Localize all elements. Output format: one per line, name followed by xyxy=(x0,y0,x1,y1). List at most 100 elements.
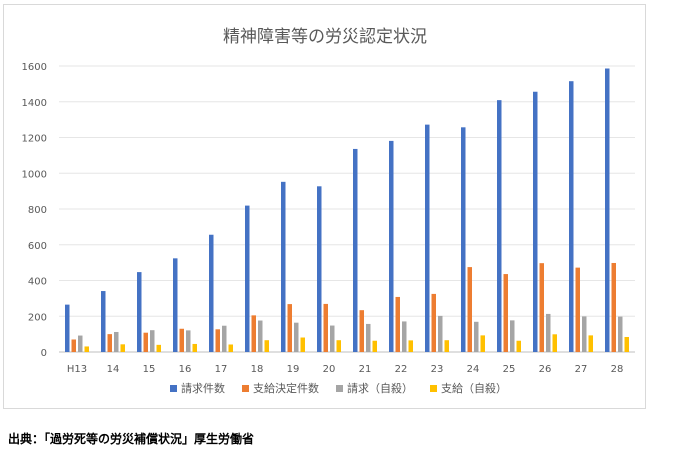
x-tick-label: 22 xyxy=(395,364,408,375)
bar-4 xyxy=(624,336,629,352)
bar-4 xyxy=(552,334,557,352)
bar-3 xyxy=(510,320,515,352)
bar-2 xyxy=(503,274,508,352)
bar-2 xyxy=(143,332,148,352)
bar-4 xyxy=(156,344,161,352)
legend-swatch xyxy=(336,385,343,392)
bar-4 xyxy=(192,343,197,352)
bar-4 xyxy=(372,340,377,352)
legend-swatch xyxy=(430,385,437,392)
bar-4 xyxy=(516,340,521,352)
y-tick-label: 800 xyxy=(28,205,47,216)
x-tick-label: H13 xyxy=(67,364,87,375)
bar-3 xyxy=(294,322,299,352)
bar-1 xyxy=(461,127,466,352)
x-tick-label: 27 xyxy=(575,364,588,375)
bar-3 xyxy=(546,313,551,352)
bar-4 xyxy=(120,344,125,352)
x-tick-label: 28 xyxy=(611,364,624,375)
bar-1 xyxy=(425,124,430,352)
chart-title: 精神障害等の労災認定状況 xyxy=(223,27,427,47)
legend-label: 支給決定件数 xyxy=(253,381,319,395)
bar-1 xyxy=(281,181,286,352)
bar-2 xyxy=(287,304,292,352)
bar-2 xyxy=(323,303,328,352)
bar-2 xyxy=(467,267,472,352)
bar-4 xyxy=(408,340,413,352)
y-tick-label: 600 xyxy=(28,241,47,252)
x-tick-label: 19 xyxy=(287,364,300,375)
bar-3 xyxy=(330,325,335,352)
bar-2 xyxy=(395,296,400,352)
x-tick-label: 21 xyxy=(359,364,372,375)
legend-swatch xyxy=(170,385,177,392)
bar-2 xyxy=(251,315,256,352)
bar-3 xyxy=(150,330,155,352)
bar-1 xyxy=(317,186,322,352)
bar-3 xyxy=(258,320,263,352)
y-tick-label: 200 xyxy=(28,312,47,323)
bar-2 xyxy=(107,334,112,352)
y-tick-label: 1600 xyxy=(22,62,47,73)
bar-4 xyxy=(228,344,233,352)
source-note: 出典：「過労死等の労災補償状況」厚生労働省 xyxy=(8,432,255,446)
bar-1 xyxy=(605,68,610,352)
bar-3 xyxy=(474,321,479,352)
bar-4 xyxy=(444,340,449,352)
bar-3 xyxy=(618,316,623,352)
bar-2 xyxy=(611,262,616,352)
bar-4 xyxy=(84,346,89,352)
bar-2 xyxy=(179,328,184,352)
bar-3 xyxy=(402,321,407,352)
bar-3 xyxy=(78,335,83,352)
bar-1 xyxy=(533,91,538,353)
x-tick-label: 16 xyxy=(179,364,192,375)
bar-2 xyxy=(431,293,436,352)
legend-swatch xyxy=(242,385,249,392)
bar-4 xyxy=(300,337,305,352)
x-tick-label: 23 xyxy=(431,364,444,375)
x-tick-label: 17 xyxy=(215,364,228,375)
bar-3 xyxy=(186,330,191,352)
y-tick-label: 1000 xyxy=(22,169,47,180)
bar-4 xyxy=(264,340,269,352)
x-tick-label: 18 xyxy=(251,364,264,375)
legend-label: 請求（自殺） xyxy=(347,381,413,395)
bar-1 xyxy=(389,140,394,352)
bar-1 xyxy=(353,148,358,352)
bar-1 xyxy=(569,81,574,352)
bar-2 xyxy=(359,310,364,352)
bar-4 xyxy=(336,340,341,352)
bar-2 xyxy=(215,329,220,352)
x-tick-label: 20 xyxy=(323,364,336,375)
bar-1 xyxy=(209,234,214,352)
y-tick-label: 0 xyxy=(41,348,47,359)
x-tick-label: 14 xyxy=(107,364,120,375)
x-tick-label: 25 xyxy=(503,364,516,375)
bar-chart: 精神障害等の労災認定状況 0 200 400 600 800 1000 1200 1400 16… xyxy=(22,27,635,395)
y-tick-label: 1200 xyxy=(22,134,47,145)
bar-3 xyxy=(114,331,119,352)
bar-1 xyxy=(65,304,70,352)
bar-1 xyxy=(245,205,250,352)
y-tick-label: 1400 xyxy=(22,98,47,109)
bar-2 xyxy=(539,263,544,352)
bar-2 xyxy=(575,267,580,352)
bar-4 xyxy=(480,335,485,352)
bar-1 xyxy=(101,291,106,352)
bar-4 xyxy=(588,335,593,352)
y-tick-label: 400 xyxy=(28,277,47,288)
bar-3 xyxy=(366,323,371,352)
bar-1 xyxy=(173,258,178,352)
x-tick-label: 26 xyxy=(539,364,552,375)
legend-label: 支給（自殺） xyxy=(441,381,507,395)
x-tick-label: 15 xyxy=(143,364,156,375)
bar-3 xyxy=(438,315,443,352)
x-tick-label: 24 xyxy=(467,364,480,375)
legend-label: 請求件数 xyxy=(181,381,225,395)
bar-2 xyxy=(71,339,76,352)
bar-3 xyxy=(582,316,587,352)
bar-3 xyxy=(222,325,227,352)
bar-1 xyxy=(497,100,502,352)
bar-1 xyxy=(137,272,142,352)
